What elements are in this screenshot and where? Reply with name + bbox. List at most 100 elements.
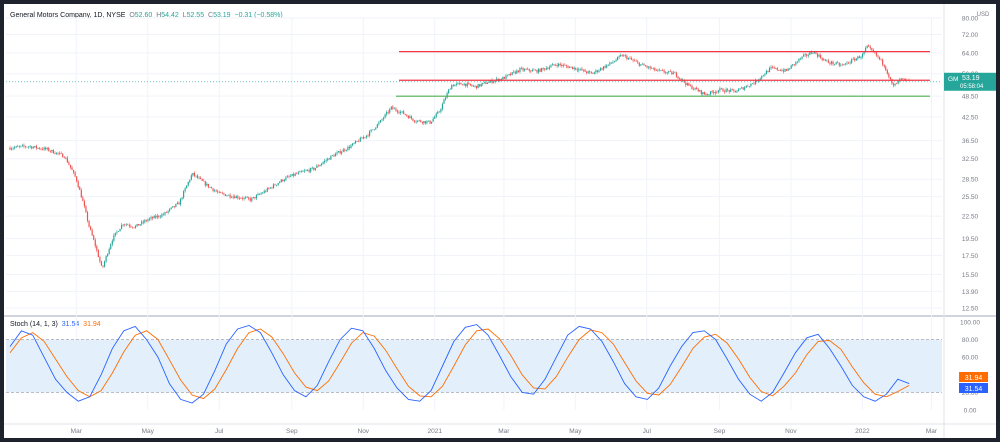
candle-body — [406, 114, 408, 116]
candle-body — [578, 69, 580, 71]
candle-body — [410, 116, 413, 119]
candle-body — [110, 244, 112, 249]
candle-body — [658, 69, 661, 71]
candle-body — [837, 62, 839, 64]
candle-body — [100, 261, 103, 266]
candle-body — [255, 195, 258, 199]
candle-body — [224, 194, 227, 197]
stoch-legend[interactable]: Stoch (14, 1, 3) 31.54 31.94 — [10, 321, 101, 328]
candle-body — [843, 64, 845, 66]
candle-body — [720, 88, 723, 89]
candle-body — [460, 83, 462, 85]
candle-body — [136, 223, 138, 227]
candle-body — [790, 65, 792, 69]
candle-body — [559, 63, 561, 65]
price-tick-label: 25.50 — [962, 194, 979, 201]
candle-body — [531, 69, 533, 72]
candle-body — [209, 187, 211, 188]
candle-body — [742, 87, 744, 90]
candle-body — [482, 82, 484, 85]
candle-body — [644, 65, 647, 67]
candle-body — [734, 90, 736, 93]
candle-body — [815, 51, 817, 54]
candle-body — [613, 61, 616, 63]
candle-body — [562, 64, 564, 66]
candle-body — [572, 66, 574, 70]
candle-body — [493, 81, 495, 83]
chart-panel[interactable]: General Motors Company, 1D, NYSE O52.60 … — [4, 4, 996, 438]
candle-body — [221, 192, 223, 194]
candle-body — [212, 188, 214, 191]
candle-body — [472, 85, 475, 87]
candle-body — [480, 84, 482, 87]
candle-body — [107, 253, 109, 256]
candle-body — [331, 155, 333, 156]
candle-body — [322, 162, 324, 164]
candle-body — [364, 137, 366, 138]
candle-body — [55, 152, 58, 154]
candle-body — [761, 75, 763, 79]
time-tick-label: Nov — [785, 428, 797, 435]
candle-body — [237, 196, 239, 199]
candle-body — [657, 69, 659, 71]
candle-body — [883, 64, 885, 67]
stoch-k-badge: 31.54 — [959, 383, 988, 393]
candle-body — [564, 64, 566, 66]
candle-body — [510, 73, 512, 75]
price-tick-label: 19.50 — [962, 236, 979, 243]
candle-body — [438, 111, 440, 113]
candle-body — [407, 115, 409, 119]
candle-body — [702, 92, 704, 95]
candle-body — [722, 88, 724, 92]
candle-body — [31, 146, 33, 149]
chart-svg[interactable]: 80.0072.0064.0056.0048.5042.5036.5032.50… — [4, 4, 996, 438]
candle-body — [570, 66, 572, 68]
candle-body — [384, 114, 386, 118]
time-tick-label: May — [569, 428, 582, 435]
candle-body — [206, 183, 208, 186]
candle-body — [739, 88, 741, 90]
candle-body — [753, 83, 755, 85]
candle-body — [832, 61, 834, 65]
badge-ticker: GM — [948, 76, 958, 83]
candle-body — [37, 147, 39, 149]
candle-body — [404, 114, 406, 115]
candle-body — [303, 170, 306, 172]
candle-body — [880, 59, 882, 60]
candle-body — [97, 250, 99, 258]
price-tick-label: 15.50 — [962, 272, 979, 279]
candle-body — [249, 198, 251, 201]
candle-body — [770, 66, 772, 69]
candle-body — [127, 224, 129, 226]
candle-body — [393, 108, 395, 110]
candle-body — [82, 197, 84, 202]
candle-body — [29, 146, 31, 147]
candle-body — [576, 69, 578, 71]
candle-body — [339, 151, 341, 154]
candle-body — [844, 63, 847, 65]
candle-body — [150, 217, 152, 219]
candle-body — [181, 197, 183, 200]
candle-body — [796, 61, 798, 62]
candle-body — [71, 167, 73, 170]
candle-body — [604, 66, 606, 68]
candle-body — [607, 64, 609, 66]
candle-body — [558, 63, 560, 67]
candle-body — [119, 228, 121, 232]
candle-body — [319, 165, 321, 167]
candle-body — [283, 179, 285, 182]
candle-body — [328, 158, 330, 160]
candle-body — [894, 83, 896, 86]
candle-body — [128, 225, 130, 227]
candle-body — [254, 197, 256, 199]
candle-body — [409, 116, 411, 119]
symbol-legend[interactable]: General Motors Company, 1D, NYSE O52.60 … — [10, 12, 283, 19]
candle-body — [575, 67, 577, 70]
candle-body — [789, 68, 791, 70]
candle-body — [41, 148, 44, 150]
candle-body — [525, 69, 527, 70]
candle-body — [227, 194, 230, 196]
candle-body — [579, 68, 581, 70]
candle-body — [276, 184, 278, 186]
candle-body — [122, 224, 124, 226]
